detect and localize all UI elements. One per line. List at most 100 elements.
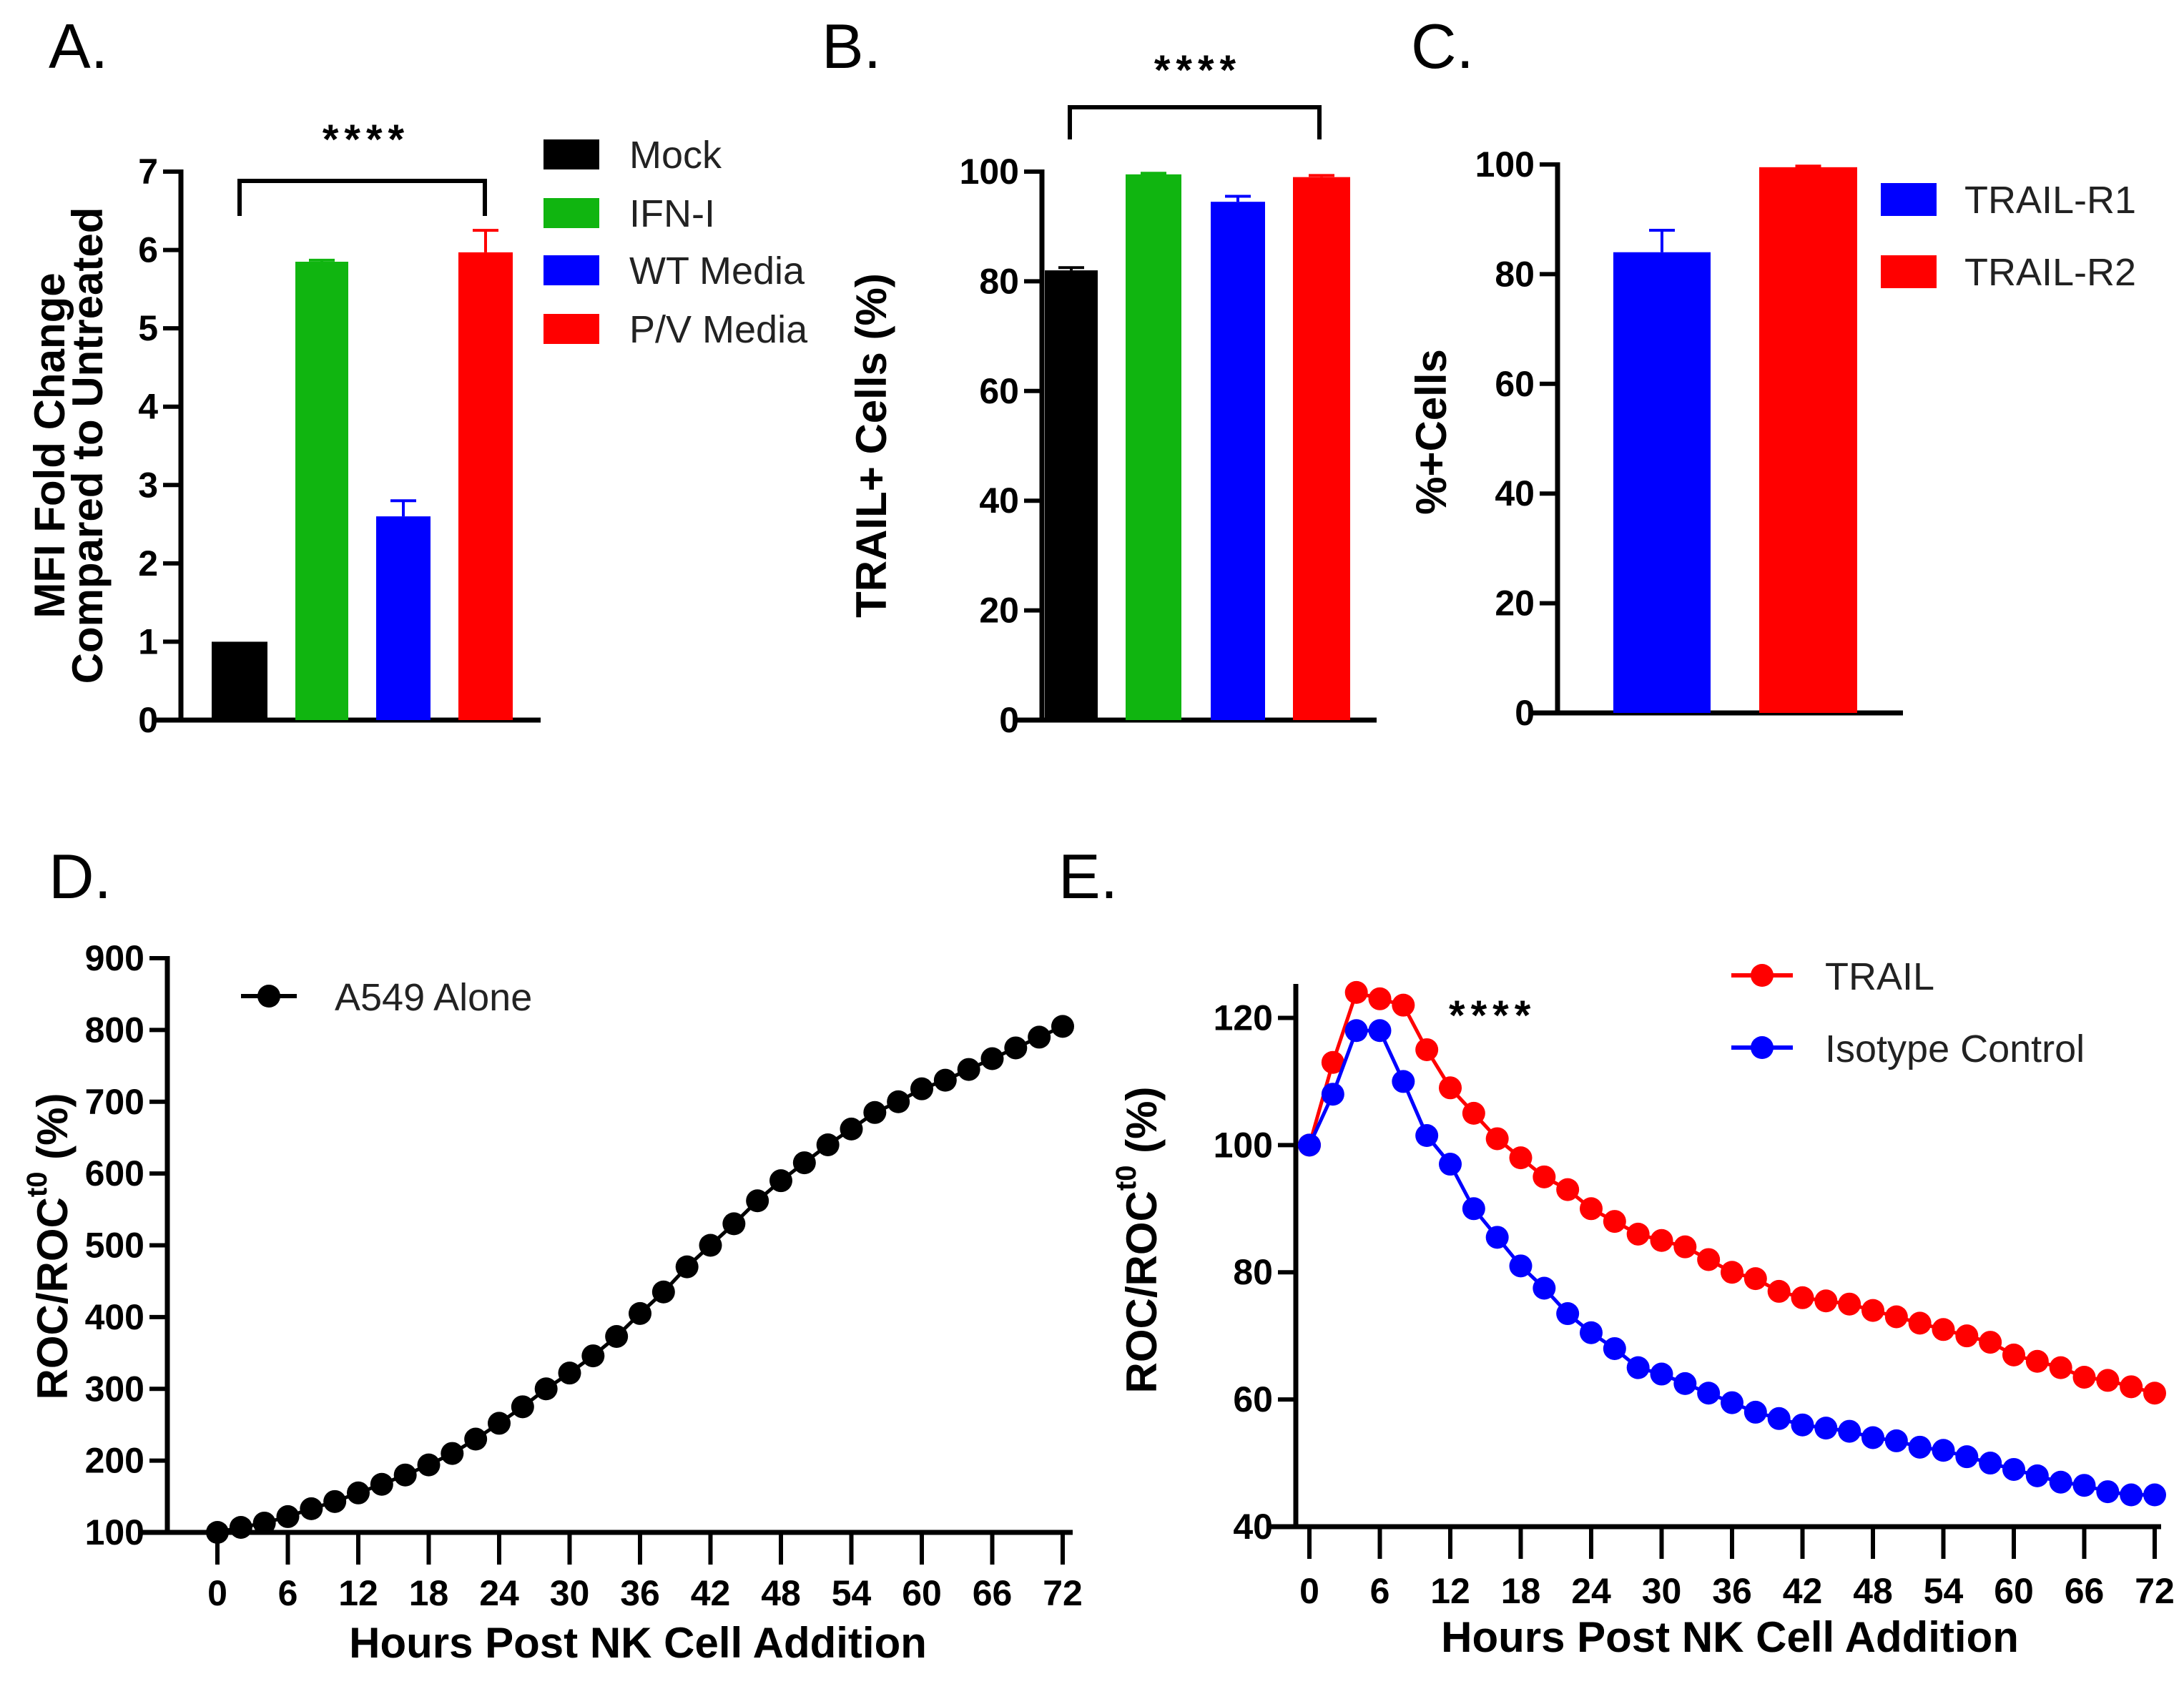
data-point <box>980 1047 1004 1070</box>
bar-trail-r1 <box>1613 252 1711 714</box>
legend-label: IFN-I <box>629 192 715 235</box>
data-point <box>1368 987 1392 1010</box>
x-tick-label: 42 <box>691 1573 731 1613</box>
data-point <box>1603 1336 1626 1360</box>
data-point <box>1791 1286 1814 1309</box>
data-point <box>1439 1153 1462 1176</box>
x-tick-label: 66 <box>2065 1571 2105 1611</box>
y-tick-label: 0 <box>1515 693 1535 733</box>
legend-label: TRAIL-R2 <box>1964 251 2136 294</box>
data-point <box>1533 1276 1556 1300</box>
legend-label: Isotype Control <box>1825 1028 2085 1070</box>
data-point <box>769 1169 792 1193</box>
data-point <box>1861 1299 1884 1322</box>
x-axis-label: Hours Post NK Cell Addition <box>349 1619 927 1667</box>
data-point <box>300 1497 323 1520</box>
data-point <box>605 1324 629 1348</box>
y-tick-label: 4 <box>138 387 158 427</box>
data-point <box>2096 1369 2120 1392</box>
data-point <box>1368 1019 1392 1043</box>
data-point <box>863 1100 887 1124</box>
y-axis-label: ROC/ROCt0 (%) <box>1111 1087 1166 1394</box>
significance-stars: **** <box>1449 993 1536 1039</box>
legend-label: WT Media <box>629 250 805 292</box>
x-tick-label: 12 <box>1430 1571 1470 1611</box>
data-point <box>887 1090 910 1113</box>
data-point <box>229 1515 252 1539</box>
data-point <box>1838 1419 1861 1443</box>
data-point <box>1908 1311 1932 1335</box>
data-point <box>2049 1356 2072 1379</box>
y-axis-label-main: ROC/ROC <box>29 1197 77 1399</box>
legend-swatch <box>543 255 599 285</box>
y-tick-label: 80 <box>1233 1252 1273 1292</box>
data-point <box>2120 1483 2143 1507</box>
data-point <box>1556 1302 1580 1326</box>
x-tick-label: 18 <box>1501 1571 1541 1611</box>
data-point <box>1462 1197 1485 1221</box>
y-axis-label: TRAIL+ Cells (%) <box>847 273 895 618</box>
data-point <box>488 1412 511 1435</box>
data-point <box>1979 1331 2002 1354</box>
legend-label: TRAIL <box>1825 955 1934 998</box>
data-point <box>1556 1178 1580 1201</box>
data-point <box>2025 1349 2049 1373</box>
y-tick-label: 40 <box>1495 473 1535 513</box>
data-point <box>792 1151 816 1175</box>
data-point <box>1392 993 1415 1017</box>
x-tick-label: 30 <box>1642 1571 1682 1611</box>
data-point <box>1673 1235 1697 1259</box>
x-tick-label: 72 <box>1043 1573 1083 1613</box>
y-tick-label: 2 <box>138 543 158 583</box>
data-point <box>1673 1372 1697 1395</box>
data-point <box>2002 1343 2025 1367</box>
legend-marker <box>1751 1036 1774 1059</box>
data-point <box>1884 1429 1908 1452</box>
data-point <box>1767 1407 1791 1430</box>
x-tick-label: 30 <box>550 1573 590 1613</box>
data-point <box>699 1233 722 1257</box>
data-point <box>417 1453 441 1477</box>
x-tick-label: 36 <box>1712 1571 1752 1611</box>
data-point <box>206 1521 229 1544</box>
legend-swatch <box>543 139 599 169</box>
data-point <box>840 1117 863 1141</box>
y-tick-label: 20 <box>979 591 1019 631</box>
data-point <box>581 1344 605 1368</box>
data-point <box>370 1472 393 1496</box>
series-line <box>217 1025 1064 1535</box>
bar-ifn-i <box>295 262 348 720</box>
y-axis-label: Compared to Untreated <box>64 207 112 684</box>
bar-mock <box>212 641 267 720</box>
x-tick-label: 54 <box>1924 1571 1964 1611</box>
data-point <box>1415 1038 1439 1061</box>
y-tick-label: 120 <box>1214 998 1273 1038</box>
y-tick-label: 100 <box>85 1512 144 1552</box>
data-point <box>1955 1324 1979 1348</box>
data-point <box>441 1442 464 1465</box>
y-axis-label-superscript: t0 <box>1111 1166 1142 1191</box>
data-point <box>1743 1267 1767 1291</box>
data-point <box>2049 1470 2072 1494</box>
data-point <box>1884 1305 1908 1329</box>
data-point <box>323 1489 347 1513</box>
y-tick-label: 600 <box>85 1153 144 1193</box>
data-point <box>1485 1127 1509 1151</box>
panel-d: D. 100 200 300 400 500 600 700 800 900 0 6 12 18 24 30 3… <box>21 841 1083 1667</box>
data-point <box>1415 1124 1439 1148</box>
x-tick-label: 0 <box>207 1573 227 1613</box>
legend-label: P/V Media <box>629 308 808 351</box>
data-point <box>1791 1413 1814 1437</box>
data-point <box>1298 1133 1321 1157</box>
x-tick-label: 72 <box>2135 1571 2175 1611</box>
data-point <box>1838 1292 1861 1316</box>
data-point <box>347 1481 370 1505</box>
data-point <box>393 1463 417 1487</box>
data-point <box>1767 1279 1791 1303</box>
x-tick-label: 18 <box>409 1573 449 1613</box>
x-tick-label: 24 <box>1571 1571 1611 1611</box>
y-tick-label: 100 <box>1214 1125 1273 1165</box>
data-point <box>1721 1391 1743 1414</box>
data-point <box>1932 1439 1955 1462</box>
